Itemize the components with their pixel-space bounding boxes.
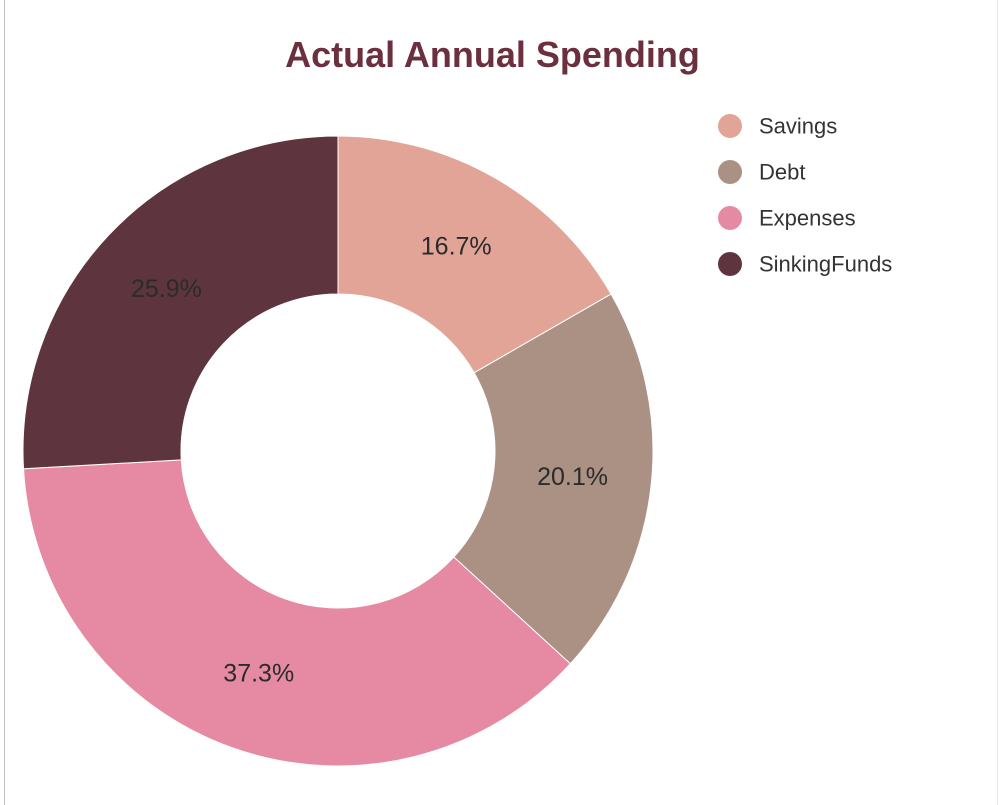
legend-label-debt: Debt [759,160,805,185]
legend-item-sinkingfunds: SinkingFunds [718,252,892,277]
slice-debt [453,293,654,665]
legend-label-sinkingfunds: SinkingFunds [759,252,892,277]
chart-frame [4,0,998,805]
slice-label-sinkingfunds: 25.9% [131,275,202,303]
donut-slices [22,135,654,767]
chart-legend: Savings Debt Expenses SinkingFunds [718,114,892,277]
legend-swatch-debt [718,160,742,184]
legend-item-savings: Savings [718,114,837,139]
slice-sinkingfunds [22,135,339,470]
legend-label-expenses: Expenses [759,206,856,231]
slice-expenses [22,459,572,767]
legend-label-savings: Savings [759,114,837,139]
legend-swatch-sinkingfunds [718,252,742,276]
chart-title: Actual Annual Spending [285,34,700,75]
legend-item-debt: Debt [718,160,805,185]
legend-swatch-expenses [718,206,742,230]
legend-swatch-savings [718,114,742,138]
legend-item-expenses: Expenses [718,206,856,231]
slice-labels: 16.7% 20.1% 37.3% 25.9% [131,233,608,688]
slice-savings [337,135,612,374]
slice-label-savings: 16.7% [421,233,492,261]
slice-label-expenses: 37.3% [223,659,294,687]
slice-label-debt: 20.1% [537,463,608,491]
